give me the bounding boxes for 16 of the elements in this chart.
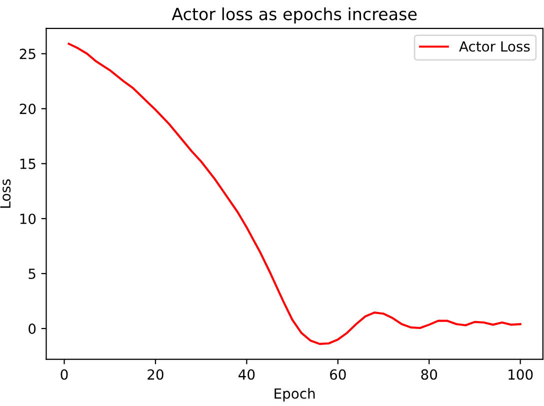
y-tick-label: 25: [20, 48, 36, 60]
x-tick-label: 40: [238, 369, 255, 380]
x-axis-title: Epoch: [274, 388, 315, 402]
x-tick-label: 80: [421, 369, 438, 380]
y-tick-label: 15: [20, 158, 36, 170]
y-tick-label: 10: [20, 214, 36, 224]
x-tick-label: 0: [60, 369, 68, 380]
y-axis-title: Loss: [0, 179, 11, 208]
chart-title: Actor loss as epochs increase: [172, 7, 417, 24]
y-tick-label: 5: [28, 268, 36, 280]
x-tick-label: 60: [330, 369, 346, 380]
y-tick-label: 20: [20, 104, 36, 114]
legend-label: Actor Loss: [459, 41, 530, 52]
x-tick-label: 20: [148, 369, 164, 380]
x-tick-label: 100: [508, 369, 533, 380]
y-tick-label: 0: [28, 324, 36, 334]
